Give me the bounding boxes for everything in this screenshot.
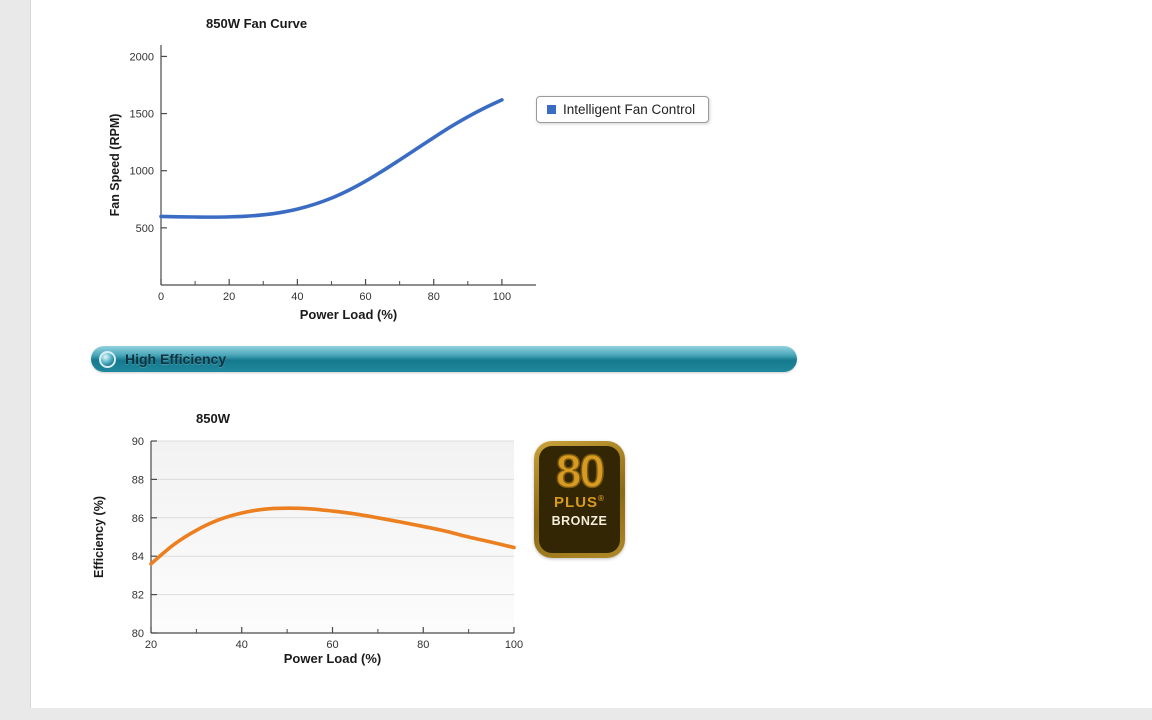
badge-inner: 80 PLUS® BRONZE <box>539 446 620 553</box>
bullet-icon <box>99 350 116 368</box>
x-tick-label: 20 <box>145 639 157 651</box>
fan-curve-chart: 0 20 40 60 80 100 500 1000 1500 2000 850W Fan Curv… <box>108 16 536 322</box>
x-tick-label: 0 <box>158 291 164 303</box>
plot-background <box>151 441 514 633</box>
section-header-high-efficiency: High Efficiency <box>91 346 797 372</box>
y-tick-label: 80 <box>132 628 144 640</box>
x-axis-label: Power Load (%) <box>300 307 398 322</box>
chart-title: 850W <box>196 411 231 426</box>
x-tick-label: 20 <box>223 291 235 303</box>
x-axis-label: Power Load (%) <box>284 651 382 666</box>
x-tick-label: 100 <box>505 639 523 651</box>
section-header-label: High Efficiency <box>125 351 227 367</box>
series-line <box>149 506 516 566</box>
y-tick-label: 500 <box>136 223 154 235</box>
content-panel: 0 20 40 60 80 100 500 1000 1500 2000 850W Fan Curv… <box>30 0 1152 708</box>
y-axis-label: Efficiency (%) <box>92 496 106 578</box>
y-tick-label: 86 <box>132 513 144 525</box>
y-tick-label: 84 <box>132 551 144 563</box>
y-tick-label: 1000 <box>130 166 154 178</box>
legend-label: Intelligent Fan Control <box>563 102 696 117</box>
x-tick-label: 60 <box>359 291 371 303</box>
y-tick-label: 90 <box>132 436 144 448</box>
legend-marker-icon <box>547 105 556 114</box>
badge-number: 80 <box>555 446 606 497</box>
x-tick-label: 80 <box>417 639 429 651</box>
badge-tier-label: BRONZE <box>551 513 608 528</box>
x-tick-label: 40 <box>236 639 248 651</box>
y-tick-label: 82 <box>132 590 144 602</box>
registered-mark: ® <box>598 493 605 503</box>
fan-chart-legend: Intelligent Fan Control <box>536 96 710 123</box>
y-tick-label: 88 <box>132 474 144 486</box>
series-line <box>159 98 504 219</box>
x-tick-label: 60 <box>326 639 338 651</box>
badge-plus-label: PLUS® <box>554 493 605 511</box>
y-tick-label: 1500 <box>130 109 154 121</box>
x-tick-label: 40 <box>291 291 303 303</box>
chart-title: 850W Fan Curve <box>206 16 307 31</box>
y-tick-label: 2000 <box>130 51 154 63</box>
80plus-bronze-badge: 80 PLUS® BRONZE <box>534 441 625 558</box>
efficiency-chart: 20 40 60 80 100 80 82 84 86 88 90 850W Power Load (%… <box>92 411 523 666</box>
y-axis-label: Fan Speed (RPM) <box>108 114 122 217</box>
x-tick-label: 80 <box>428 291 440 303</box>
x-tick-label: 100 <box>493 291 511 303</box>
badge-plus-text: PLUS <box>554 493 599 511</box>
